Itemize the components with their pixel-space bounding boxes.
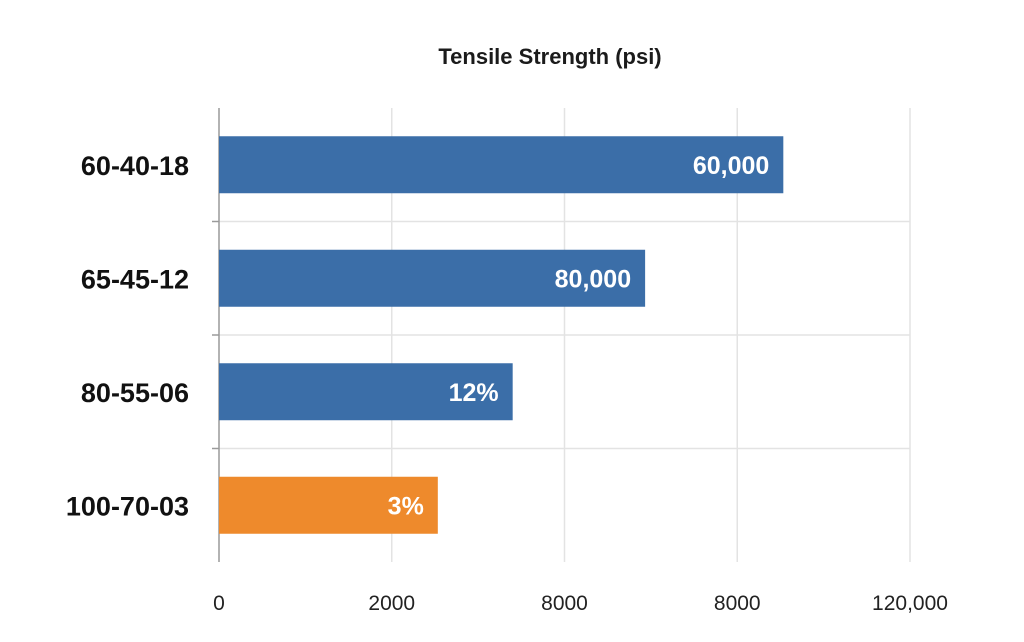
bar <box>219 363 513 421</box>
x-tick-label: 0 <box>213 592 225 615</box>
category-label: 65-45-12 <box>81 264 189 294</box>
x-tick-label: 8000 <box>714 592 761 615</box>
labels: 0 2000 8000 8000 120,000 60-40-18 60,000 65-45-… <box>66 151 948 615</box>
category-label: 100-70-03 <box>66 491 189 521</box>
category-label: 60-40-18 <box>81 151 189 181</box>
bar <box>219 136 784 194</box>
data-label: 12% <box>449 379 499 407</box>
category-label: 80-55-06 <box>81 378 189 408</box>
x-tick-label: 120,000 <box>872 592 948 615</box>
x-tick-label: 2000 <box>368 592 415 615</box>
data-label: 3% <box>388 492 424 520</box>
bar <box>219 476 438 534</box>
bar <box>219 249 646 307</box>
axes <box>212 108 220 562</box>
chart-title: Tensile Strength (psi) <box>438 44 661 69</box>
data-label: 80,000 <box>555 265 631 293</box>
x-tick-label: 8000 <box>541 592 588 615</box>
data-label: 60,000 <box>693 152 769 180</box>
bars <box>219 136 784 534</box>
